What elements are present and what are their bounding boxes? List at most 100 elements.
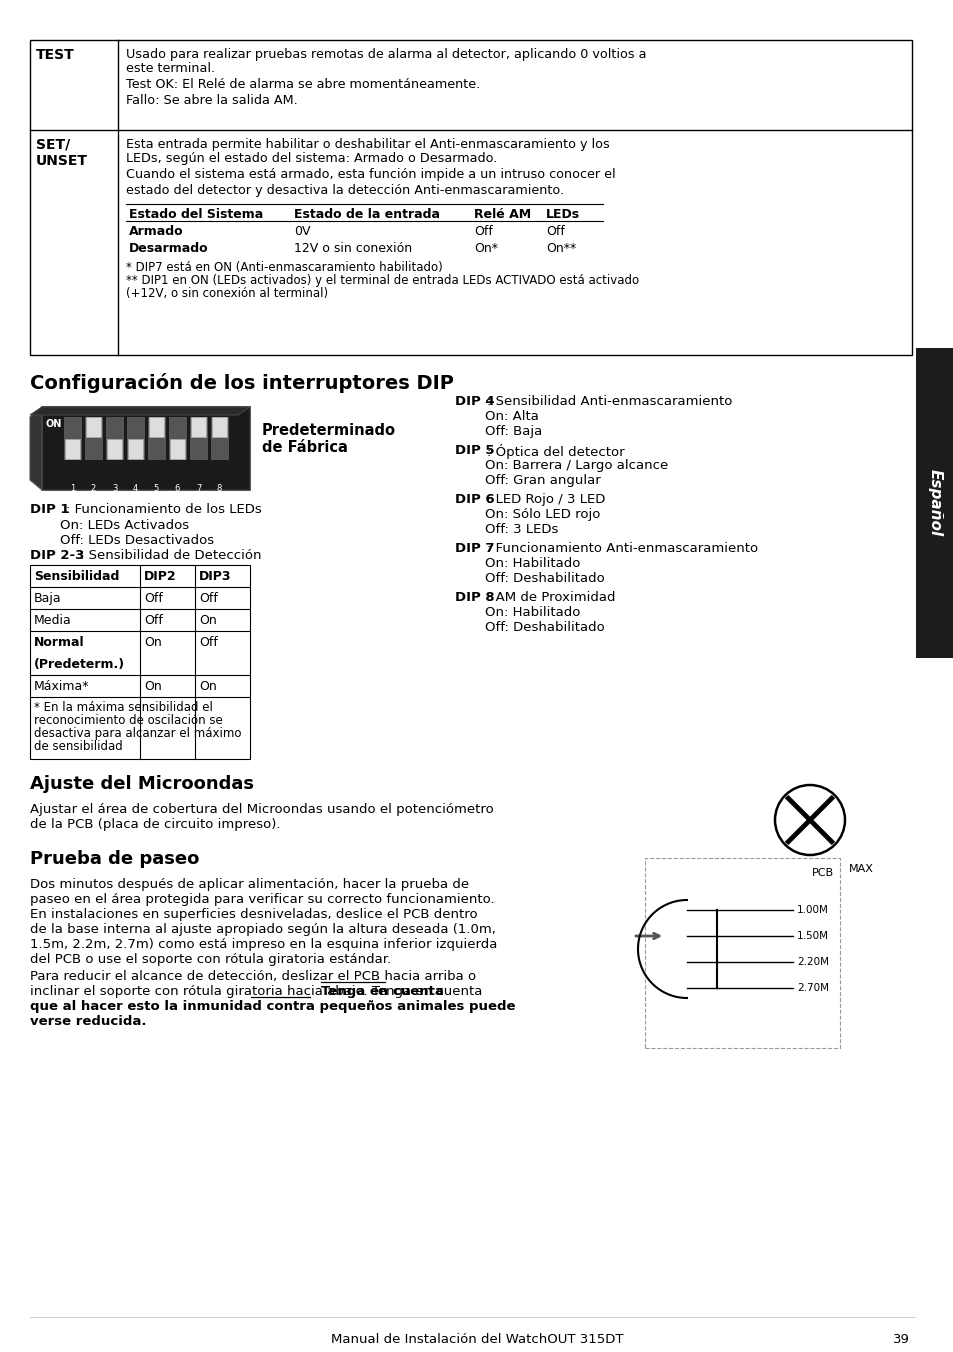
Text: Off: Deshabilitado: Off: Deshabilitado (484, 572, 604, 585)
Text: DIP 2-3: DIP 2-3 (30, 549, 84, 562)
Text: : LED Rojo / 3 LED: : LED Rojo / 3 LED (486, 493, 605, 506)
Text: Fallo: Se abre la salida AM.: Fallo: Se abre la salida AM. (126, 95, 297, 107)
Text: En instalaciones en superficies desniveladas, deslice el PCB dentro: En instalaciones en superficies desnivel… (30, 909, 477, 921)
Text: DIP 5: DIP 5 (455, 443, 494, 457)
Text: 6: 6 (174, 484, 180, 493)
Bar (42, 407, 250, 489)
Bar (106, 416, 123, 458)
Text: del PCB o use el soporte con rótula giratoria estándar.: del PCB o use el soporte con rótula gira… (30, 953, 391, 965)
Text: On: LEDs Activados: On: LEDs Activados (60, 519, 189, 531)
Text: Tenga en cuenta: Tenga en cuenta (320, 986, 443, 998)
Text: : Funcionamiento Anti-enmascaramiento: : Funcionamiento Anti-enmascaramiento (486, 542, 758, 556)
Text: UNSET: UNSET (36, 154, 88, 168)
Text: Esta entrada permite habilitar o deshabilitar el Anti-enmascaramiento y los: Esta entrada permite habilitar o deshabi… (126, 138, 609, 151)
Text: On*: On* (474, 242, 497, 256)
Bar (211, 416, 228, 458)
Text: On: On (144, 635, 162, 649)
Text: 1.00M: 1.00M (796, 904, 828, 915)
Text: DIP 8: DIP 8 (455, 591, 494, 604)
Polygon shape (30, 407, 250, 415)
Text: MAX: MAX (848, 864, 873, 873)
Text: : Sensibilidad de Detección: : Sensibilidad de Detección (80, 549, 261, 562)
Text: 2.70M: 2.70M (796, 983, 828, 992)
Text: Desarmado: Desarmado (129, 242, 209, 256)
Text: Off: Gran angular: Off: Gran angular (484, 475, 600, 487)
Text: ** DIP1 en ON (LEDs activados) y el terminal de entrada LEDs ACTIVADO está activ: ** DIP1 en ON (LEDs activados) y el term… (126, 274, 639, 287)
Bar (30, 41, 911, 356)
Text: Baja: Baja (34, 592, 62, 604)
Text: 8: 8 (216, 484, 222, 493)
Text: (+12V, o sin conexión al terminal): (+12V, o sin conexión al terminal) (126, 287, 328, 300)
Bar (127, 416, 144, 458)
Text: Off: Off (474, 224, 493, 238)
Text: : AM de Proximidad: : AM de Proximidad (486, 591, 615, 604)
Text: Ajustar el área de cobertura del Microondas usando el potenciómetro: Ajustar el área de cobertura del Microon… (30, 803, 494, 817)
Text: Off: Deshabilitado: Off: Deshabilitado (484, 621, 604, 634)
Text: 1.50M: 1.50M (796, 932, 828, 941)
Text: * DIP7 está en ON (Anti-enmascaramiento habilitado): * DIP7 está en ON (Anti-enmascaramiento … (126, 261, 442, 274)
Bar (212, 416, 227, 437)
Text: Usado para realizar pruebas remotas de alarma al detector, aplicando 0 voltios a: Usado para realizar pruebas remotas de a… (126, 49, 646, 61)
Bar (64, 416, 81, 458)
Text: Estado de la entrada: Estado de la entrada (294, 208, 439, 220)
Text: Sensibilidad: Sensibilidad (34, 571, 119, 583)
Bar (644, 859, 840, 1048)
Text: Estado del Sistema: Estado del Sistema (129, 208, 263, 220)
Text: inclinar el soporte con rótula giratoria hacia abajo. Tenga en cuenta: inclinar el soporte con rótula giratoria… (30, 986, 482, 998)
Bar (86, 416, 101, 437)
Bar (915, 347, 953, 658)
Bar (65, 439, 80, 458)
Text: este terminal.: este terminal. (126, 62, 214, 74)
Text: 1.5m, 2.2m, 2.7m) como está impreso en la esquina inferior izquierda: 1.5m, 2.2m, 2.7m) como está impreso en l… (30, 938, 497, 950)
Bar (128, 439, 143, 458)
Text: On: Habilitado: On: Habilitado (484, 606, 579, 619)
Text: : Óptica del detector: : Óptica del detector (486, 443, 624, 458)
Text: Máxima*: Máxima* (34, 680, 90, 694)
Bar (30, 565, 250, 758)
Text: que al hacer esto la inmunidad contra pequeños animales puede: que al hacer esto la inmunidad contra pe… (30, 1000, 515, 1013)
Text: TEST: TEST (36, 49, 74, 62)
Text: Manual de Instalación del WatchOUT 315DT: Manual de Instalación del WatchOUT 315DT (331, 1333, 622, 1347)
Text: DIP 1: DIP 1 (30, 503, 70, 516)
Text: (Predeterm.): (Predeterm.) (34, 658, 125, 671)
Text: Armado: Armado (129, 224, 183, 238)
Text: DIP 7: DIP 7 (455, 542, 494, 556)
Text: On: Barrera / Largo alcance: On: Barrera / Largo alcance (484, 458, 667, 472)
Text: Prueba de paseo: Prueba de paseo (30, 850, 199, 868)
Text: 12V o sin conexión: 12V o sin conexión (294, 242, 412, 256)
Text: Dos minutos después de aplicar alimentación, hacer la prueba de: Dos minutos después de aplicar alimentac… (30, 877, 469, 891)
Text: Normal: Normal (34, 635, 85, 649)
Text: On**: On** (545, 242, 576, 256)
Text: Off: 3 LEDs: Off: 3 LEDs (484, 523, 558, 535)
Bar (169, 416, 186, 458)
Text: 2.20M: 2.20M (796, 957, 828, 967)
Text: 3: 3 (112, 484, 117, 493)
Text: 0V: 0V (294, 224, 310, 238)
Text: desactiva para alcanzar el máximo: desactiva para alcanzar el máximo (34, 727, 241, 740)
Text: paseo en el área protegida para verificar su correcto funcionamiento.: paseo en el área protegida para verifica… (30, 894, 494, 906)
Text: Relé AM: Relé AM (474, 208, 531, 220)
Text: 7: 7 (195, 484, 201, 493)
Text: SET/: SET/ (36, 138, 71, 151)
Text: 5: 5 (153, 484, 159, 493)
Bar (190, 416, 207, 458)
Text: reconocimiento de oscilación se: reconocimiento de oscilación se (34, 714, 222, 727)
Text: PCB: PCB (811, 868, 833, 877)
Text: DIP 4: DIP 4 (455, 395, 494, 408)
Text: Off: Off (545, 224, 564, 238)
Text: verse reducida.: verse reducida. (30, 1015, 147, 1028)
Text: On: Sólo LED rojo: On: Sólo LED rojo (484, 508, 599, 521)
Bar (107, 439, 122, 458)
Text: Español: Español (926, 469, 942, 537)
Text: Media: Media (34, 614, 71, 627)
Text: ON: ON (46, 419, 62, 429)
Text: Off: Off (144, 614, 163, 627)
Text: Off: Baja: Off: Baja (484, 425, 541, 438)
Text: On: On (199, 680, 216, 694)
Text: On: On (199, 614, 216, 627)
Bar (170, 439, 185, 458)
Text: Para reducir el alcance de detección, deslizar el PCB hacia arriba o: Para reducir el alcance de detección, de… (30, 969, 476, 983)
Text: estado del detector y desactiva la detección Anti-enmascaramiento.: estado del detector y desactiva la detec… (126, 184, 563, 197)
Text: Test OK: El Relé de alarma se abre momentáneamente.: Test OK: El Relé de alarma se abre momen… (126, 78, 479, 91)
Text: Off: LEDs Desactivados: Off: LEDs Desactivados (60, 534, 213, 548)
